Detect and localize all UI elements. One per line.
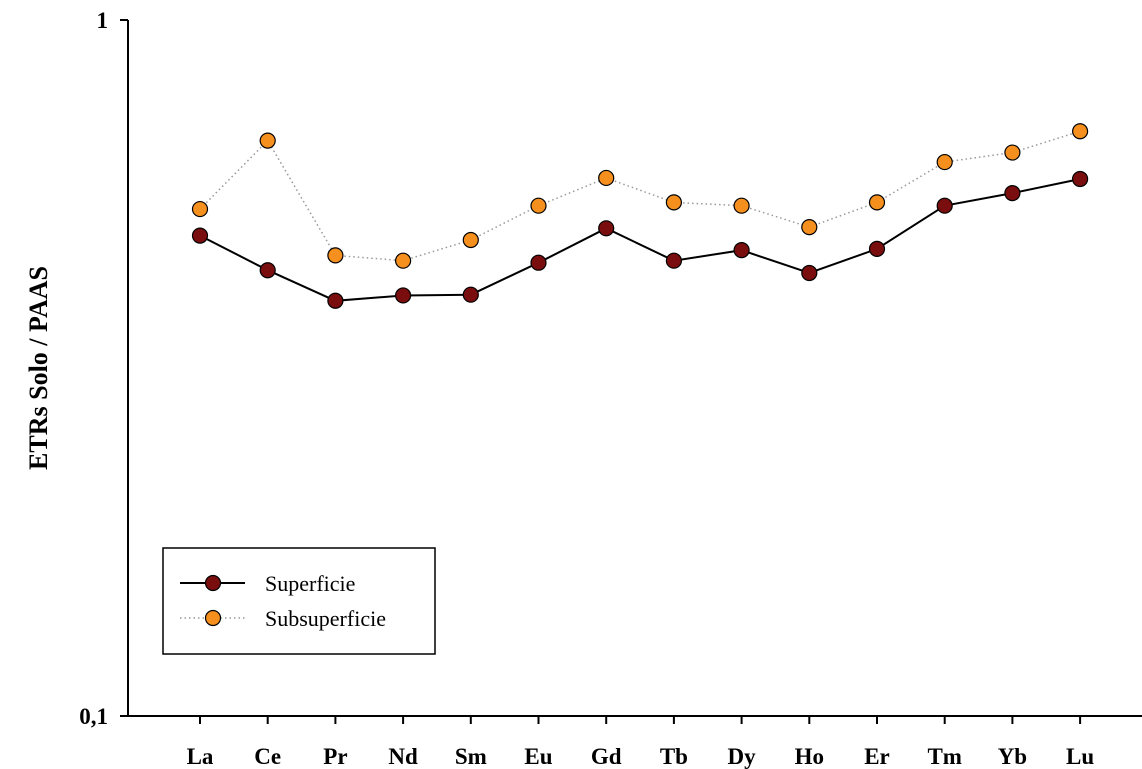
axes xyxy=(127,20,1142,717)
x-tick-label-eu: Eu xyxy=(524,744,552,769)
data-point-superficie-pr xyxy=(327,292,344,309)
data-point-superficie-tb xyxy=(665,252,683,269)
data-point-superficie-la xyxy=(191,227,209,244)
x-tick-label-nd: Nd xyxy=(388,744,418,769)
series-line-subsuperficie xyxy=(199,130,1081,262)
legend: Superficie Subsuperficie xyxy=(162,547,436,655)
y-ticks: 0,11 xyxy=(79,8,128,729)
x-tick-label-gd: Gd xyxy=(591,744,622,769)
series-layer xyxy=(191,123,1089,309)
data-point-superficie-eu xyxy=(530,254,547,271)
series-subsuperficie xyxy=(191,123,1089,269)
data-point-subsuperficie-la xyxy=(191,200,209,218)
data-point-subsuperficie-ho xyxy=(801,219,818,236)
data-point-subsuperficie-yb xyxy=(1004,144,1021,161)
data-point-subsuperficie-lu xyxy=(1071,123,1089,140)
data-point-superficie-gd xyxy=(598,220,615,237)
data-point-superficie-nd xyxy=(395,287,412,304)
data-point-subsuperficie-dy xyxy=(733,197,750,214)
series-line-superficie xyxy=(199,178,1081,302)
data-point-superficie-dy xyxy=(733,242,750,259)
y-tick-label: 1 xyxy=(97,8,109,33)
data-point-subsuperficie-eu xyxy=(530,197,547,214)
x-tick-label-la: La xyxy=(187,744,214,769)
x-tick-label-ce: Ce xyxy=(254,744,281,769)
data-point-subsuperficie-tm xyxy=(936,153,953,171)
legend-box xyxy=(162,547,436,655)
x-tick-label-sm: Sm xyxy=(455,744,487,769)
data-point-subsuperficie-gd xyxy=(598,169,615,187)
legend-marker-superficie xyxy=(204,574,222,592)
x-tick-label-tb: Tb xyxy=(660,744,688,769)
y-tick-label: 0,1 xyxy=(79,704,108,729)
x-ticks: La Ce Pr Nd Sm Eu Gd Tb Dy Ho Er Tm Yb Lu xyxy=(187,716,1094,769)
x-tick-label-lu: Lu xyxy=(1066,744,1094,769)
data-point-subsuperficie-sm xyxy=(462,231,479,249)
x-tick-label-yb: Yb xyxy=(998,744,1027,769)
x-tick-label-dy: Dy xyxy=(728,744,757,769)
y-axis-label: ETRs Solo / PAAS xyxy=(24,266,53,470)
legend-label-subsuperficie: Subsuperficie xyxy=(265,606,386,631)
data-point-superficie-ce xyxy=(259,262,276,279)
x-tick-label-ho: Ho xyxy=(795,744,824,769)
data-point-superficie-yb xyxy=(1004,185,1021,202)
legend-label-superficie: Superficie xyxy=(265,571,355,596)
data-point-superficie-tm xyxy=(936,197,953,214)
data-point-superficie-er xyxy=(868,240,886,257)
data-point-subsuperficie-er xyxy=(868,194,886,211)
data-point-subsuperficie-ce xyxy=(259,132,276,149)
data-point-subsuperficie-pr xyxy=(327,247,344,264)
x-tick-label-tm: Tm xyxy=(927,744,962,769)
data-point-superficie-lu xyxy=(1071,170,1089,188)
x-tick-label-pr: Pr xyxy=(323,744,347,769)
data-point-superficie-sm xyxy=(462,286,479,303)
series-superficie xyxy=(191,170,1089,309)
x-tick-label-er: Er xyxy=(864,744,890,769)
data-point-subsuperficie-tb xyxy=(665,194,683,211)
data-point-subsuperficie-nd xyxy=(395,252,412,269)
data-point-superficie-ho xyxy=(801,264,818,282)
legend-marker-subsuperficie xyxy=(204,609,222,627)
